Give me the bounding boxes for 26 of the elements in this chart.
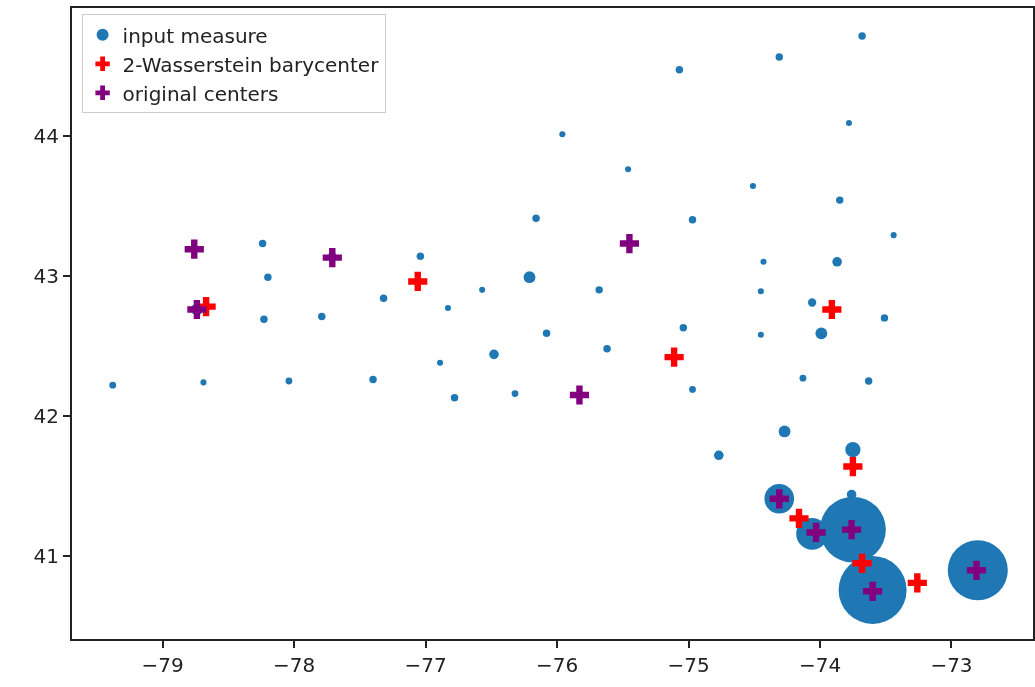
- point: [664, 347, 684, 367]
- x-tick-label: −77: [404, 653, 447, 677]
- x-tick-label: −78: [273, 653, 316, 677]
- point: [843, 456, 863, 477]
- point: [569, 385, 590, 405]
- x-tick-label: −75: [667, 653, 710, 677]
- point: [322, 248, 342, 268]
- y-tick-label: 42: [33, 404, 59, 429]
- x-tick-label: −79: [141, 653, 184, 677]
- point: [852, 553, 872, 573]
- point: [184, 239, 204, 259]
- legend-label: input measure: [122, 23, 268, 48]
- x-tick-label: −76: [535, 653, 579, 677]
- point: [789, 508, 809, 529]
- y-tick-label: 41: [33, 544, 59, 569]
- y-tick-label: 44: [33, 123, 59, 148]
- x-tick-label: −74: [798, 653, 842, 677]
- point: [187, 299, 207, 320]
- y-tick-label: 43: [33, 263, 59, 288]
- point: [408, 271, 428, 292]
- legend-label: original centers: [122, 81, 279, 106]
- point: [822, 299, 842, 320]
- point: [619, 233, 640, 254]
- point: [907, 573, 927, 593]
- x-tick-label: −73: [930, 653, 973, 677]
- legend-label: 2-Wasserstein barycenter: [122, 52, 380, 77]
